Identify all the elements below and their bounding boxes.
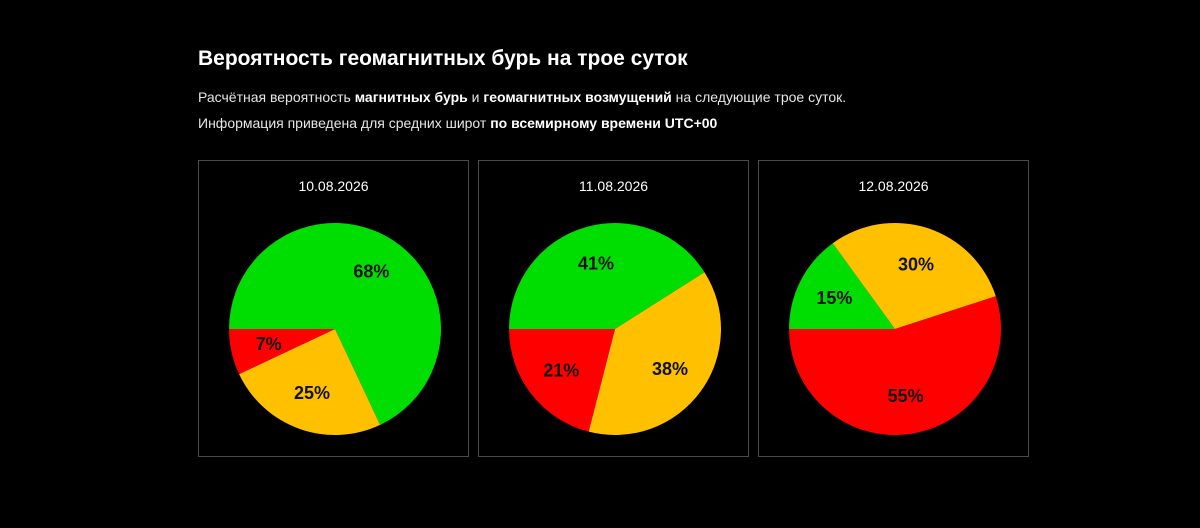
- pie-slice: [789, 243, 895, 329]
- description-text: Информация приведена для средних широт: [198, 115, 491, 131]
- charts-row: 10.08.2026 68% 25% 7% 11.08.2026 41% 38% 21%…: [198, 160, 1032, 460]
- pie-chart-panel: 11.08.2026 41% 38% 21%: [478, 160, 749, 457]
- pie-slice: [588, 272, 722, 436]
- slice-label: 55%: [888, 386, 924, 406]
- slice-label: 41%: [578, 254, 614, 274]
- pie-chart: 41% 38% 21%: [509, 222, 722, 436]
- chart-date: 12.08.2026: [858, 178, 929, 194]
- main-content: Вероятность геомагнитных бурь на трое су…: [198, 44, 1032, 457]
- pie-slice: [229, 329, 335, 375]
- pie-slice: [832, 222, 996, 329]
- description-line-1: Расчётная вероятность магнитных бурь и г…: [198, 84, 1032, 110]
- pie-chart: 68% 25% 7%: [229, 222, 441, 435]
- slice-label: 30%: [898, 254, 934, 274]
- description-highlight: магнитных бурь: [354, 89, 468, 105]
- slice-label: 7%: [256, 334, 282, 354]
- page-title: Вероятность геомагнитных бурь на трое су…: [198, 47, 688, 70]
- pie-slice: [509, 329, 615, 432]
- slice-label: 15%: [816, 288, 852, 308]
- slice-label: 25%: [294, 383, 330, 403]
- pie-slice: [789, 296, 1001, 436]
- slice-label: 21%: [543, 361, 579, 381]
- description-text: на следующие трое суток.: [671, 89, 847, 105]
- chart-date: 11.08.2026: [578, 178, 649, 194]
- description: Расчётная вероятность магнитных бурь и г…: [198, 84, 1032, 136]
- pie-slice: [229, 222, 441, 425]
- description-highlight: геомагнитных возмущений: [483, 89, 672, 105]
- chart-date: 10.08.2026: [298, 178, 369, 194]
- pie-chart: 15% 30% 55%: [789, 222, 1001, 436]
- description-highlight: по всемирному времени UTC+00: [490, 115, 718, 131]
- pie-slice: [239, 329, 381, 435]
- slice-label: 38%: [652, 359, 688, 379]
- pie-chart-panel: 10.08.2026 68% 25% 7%: [198, 160, 469, 457]
- description-text: Расчётная вероятность: [198, 89, 355, 105]
- description-line-2: Информация приведена для средних широт п…: [198, 110, 1032, 136]
- pie-slice: [509, 222, 705, 329]
- pie-chart-panel: 12.08.2026 15% 30% 55%: [758, 160, 1029, 457]
- slice-label: 68%: [353, 262, 389, 282]
- description-text: и: [467, 89, 484, 105]
